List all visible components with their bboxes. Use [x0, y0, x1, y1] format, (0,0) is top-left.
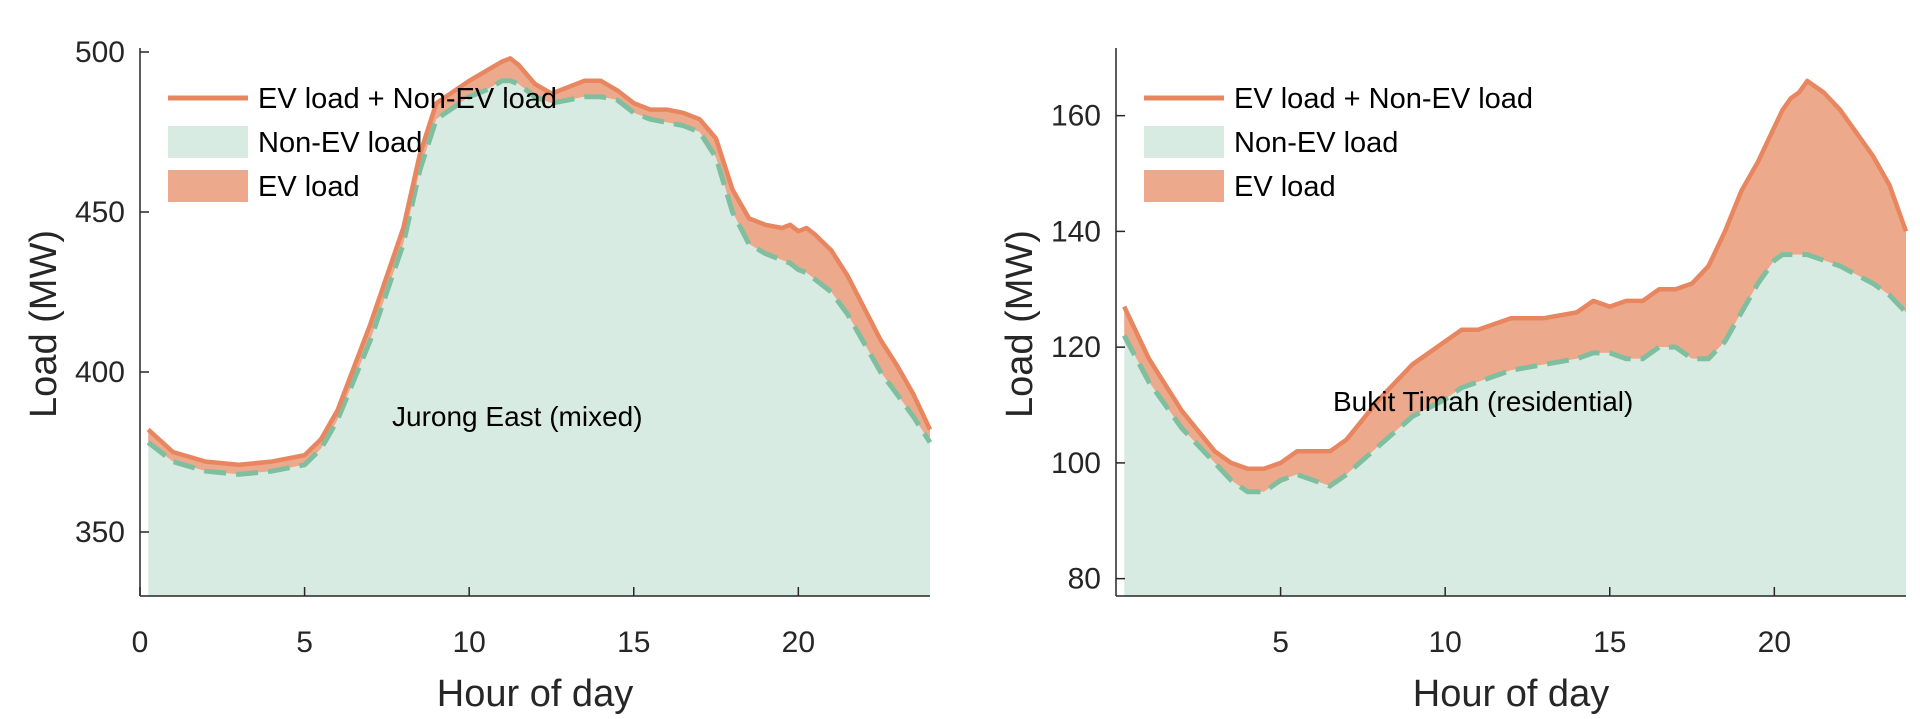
ev-load-band: [1124, 80, 1906, 492]
x-axis-title: Hour of day: [437, 673, 633, 715]
y-tick-label: 140: [1051, 215, 1101, 248]
legend-label-ev: EV load: [1234, 171, 1336, 203]
x-tick-label: 20: [782, 626, 815, 659]
panel-annotation: Jurong East (mixed): [392, 401, 643, 432]
x-tick-label: 20: [1758, 626, 1791, 659]
legend-label-ev: EV load: [258, 171, 360, 203]
x-axis-title: Hour of day: [1413, 673, 1609, 715]
y-axis-title: Load (MW): [23, 230, 65, 418]
legend-label-non-ev: Non-EV load: [1234, 127, 1398, 159]
x-tick-label: 10: [452, 626, 485, 659]
non-ev-line: [146, 78, 933, 477]
legend: EV load + Non-EV load Non-EV load EV load: [168, 83, 557, 203]
x-tick-label: 15: [1593, 626, 1626, 659]
legend-label-non-ev: Non-EV load: [258, 127, 422, 159]
total-load-line: [146, 56, 933, 468]
y-tick-label: 350: [75, 516, 125, 549]
non-ev-line: [1121, 252, 1908, 495]
y-tick-label: 100: [1051, 447, 1101, 480]
legend-label-total: EV load + Non-EV load: [1234, 83, 1533, 115]
y-axis-title: Load (MW): [999, 230, 1041, 418]
legend-swatch-non-ev: [1144, 126, 1224, 158]
legend: EV load + Non-EV load Non-EV load EV load: [1144, 83, 1533, 203]
y-tick-label: 80: [1068, 563, 1101, 596]
non-ev-area: [148, 80, 930, 597]
y-tick-label: 160: [1051, 100, 1101, 133]
x-tick-label: 5: [296, 626, 313, 659]
x-tick-label: 10: [1428, 626, 1461, 659]
x-tick-label: 5: [1272, 626, 1289, 659]
y-tick-label: 450: [75, 196, 125, 229]
chart-panel-jurong-east: 350 400 450 500 0 5 10 15 20 Hour of day Load (MW)…: [23, 36, 933, 715]
x-tick-label: 15: [617, 626, 650, 659]
legend-swatch-ev: [1144, 170, 1224, 202]
non-ev-area: [1124, 254, 1906, 596]
legend-label-total: EV load + Non-EV load: [258, 83, 557, 115]
legend-swatch-ev: [168, 170, 248, 202]
chart-panel-bukit-timah: 80 100 120 140 160 5 10 15 20 Hour of day Load (MW…: [999, 48, 1909, 715]
y-tick-label: 400: [75, 356, 125, 389]
total-load-line: [1122, 78, 1909, 471]
y-tick-label: 120: [1051, 331, 1101, 364]
legend-swatch-non-ev: [168, 126, 248, 158]
y-tick-label: 500: [75, 36, 125, 69]
x-tick-label: 0: [132, 626, 149, 659]
panel-annotation: Bukit Timah (residential): [1333, 386, 1633, 417]
